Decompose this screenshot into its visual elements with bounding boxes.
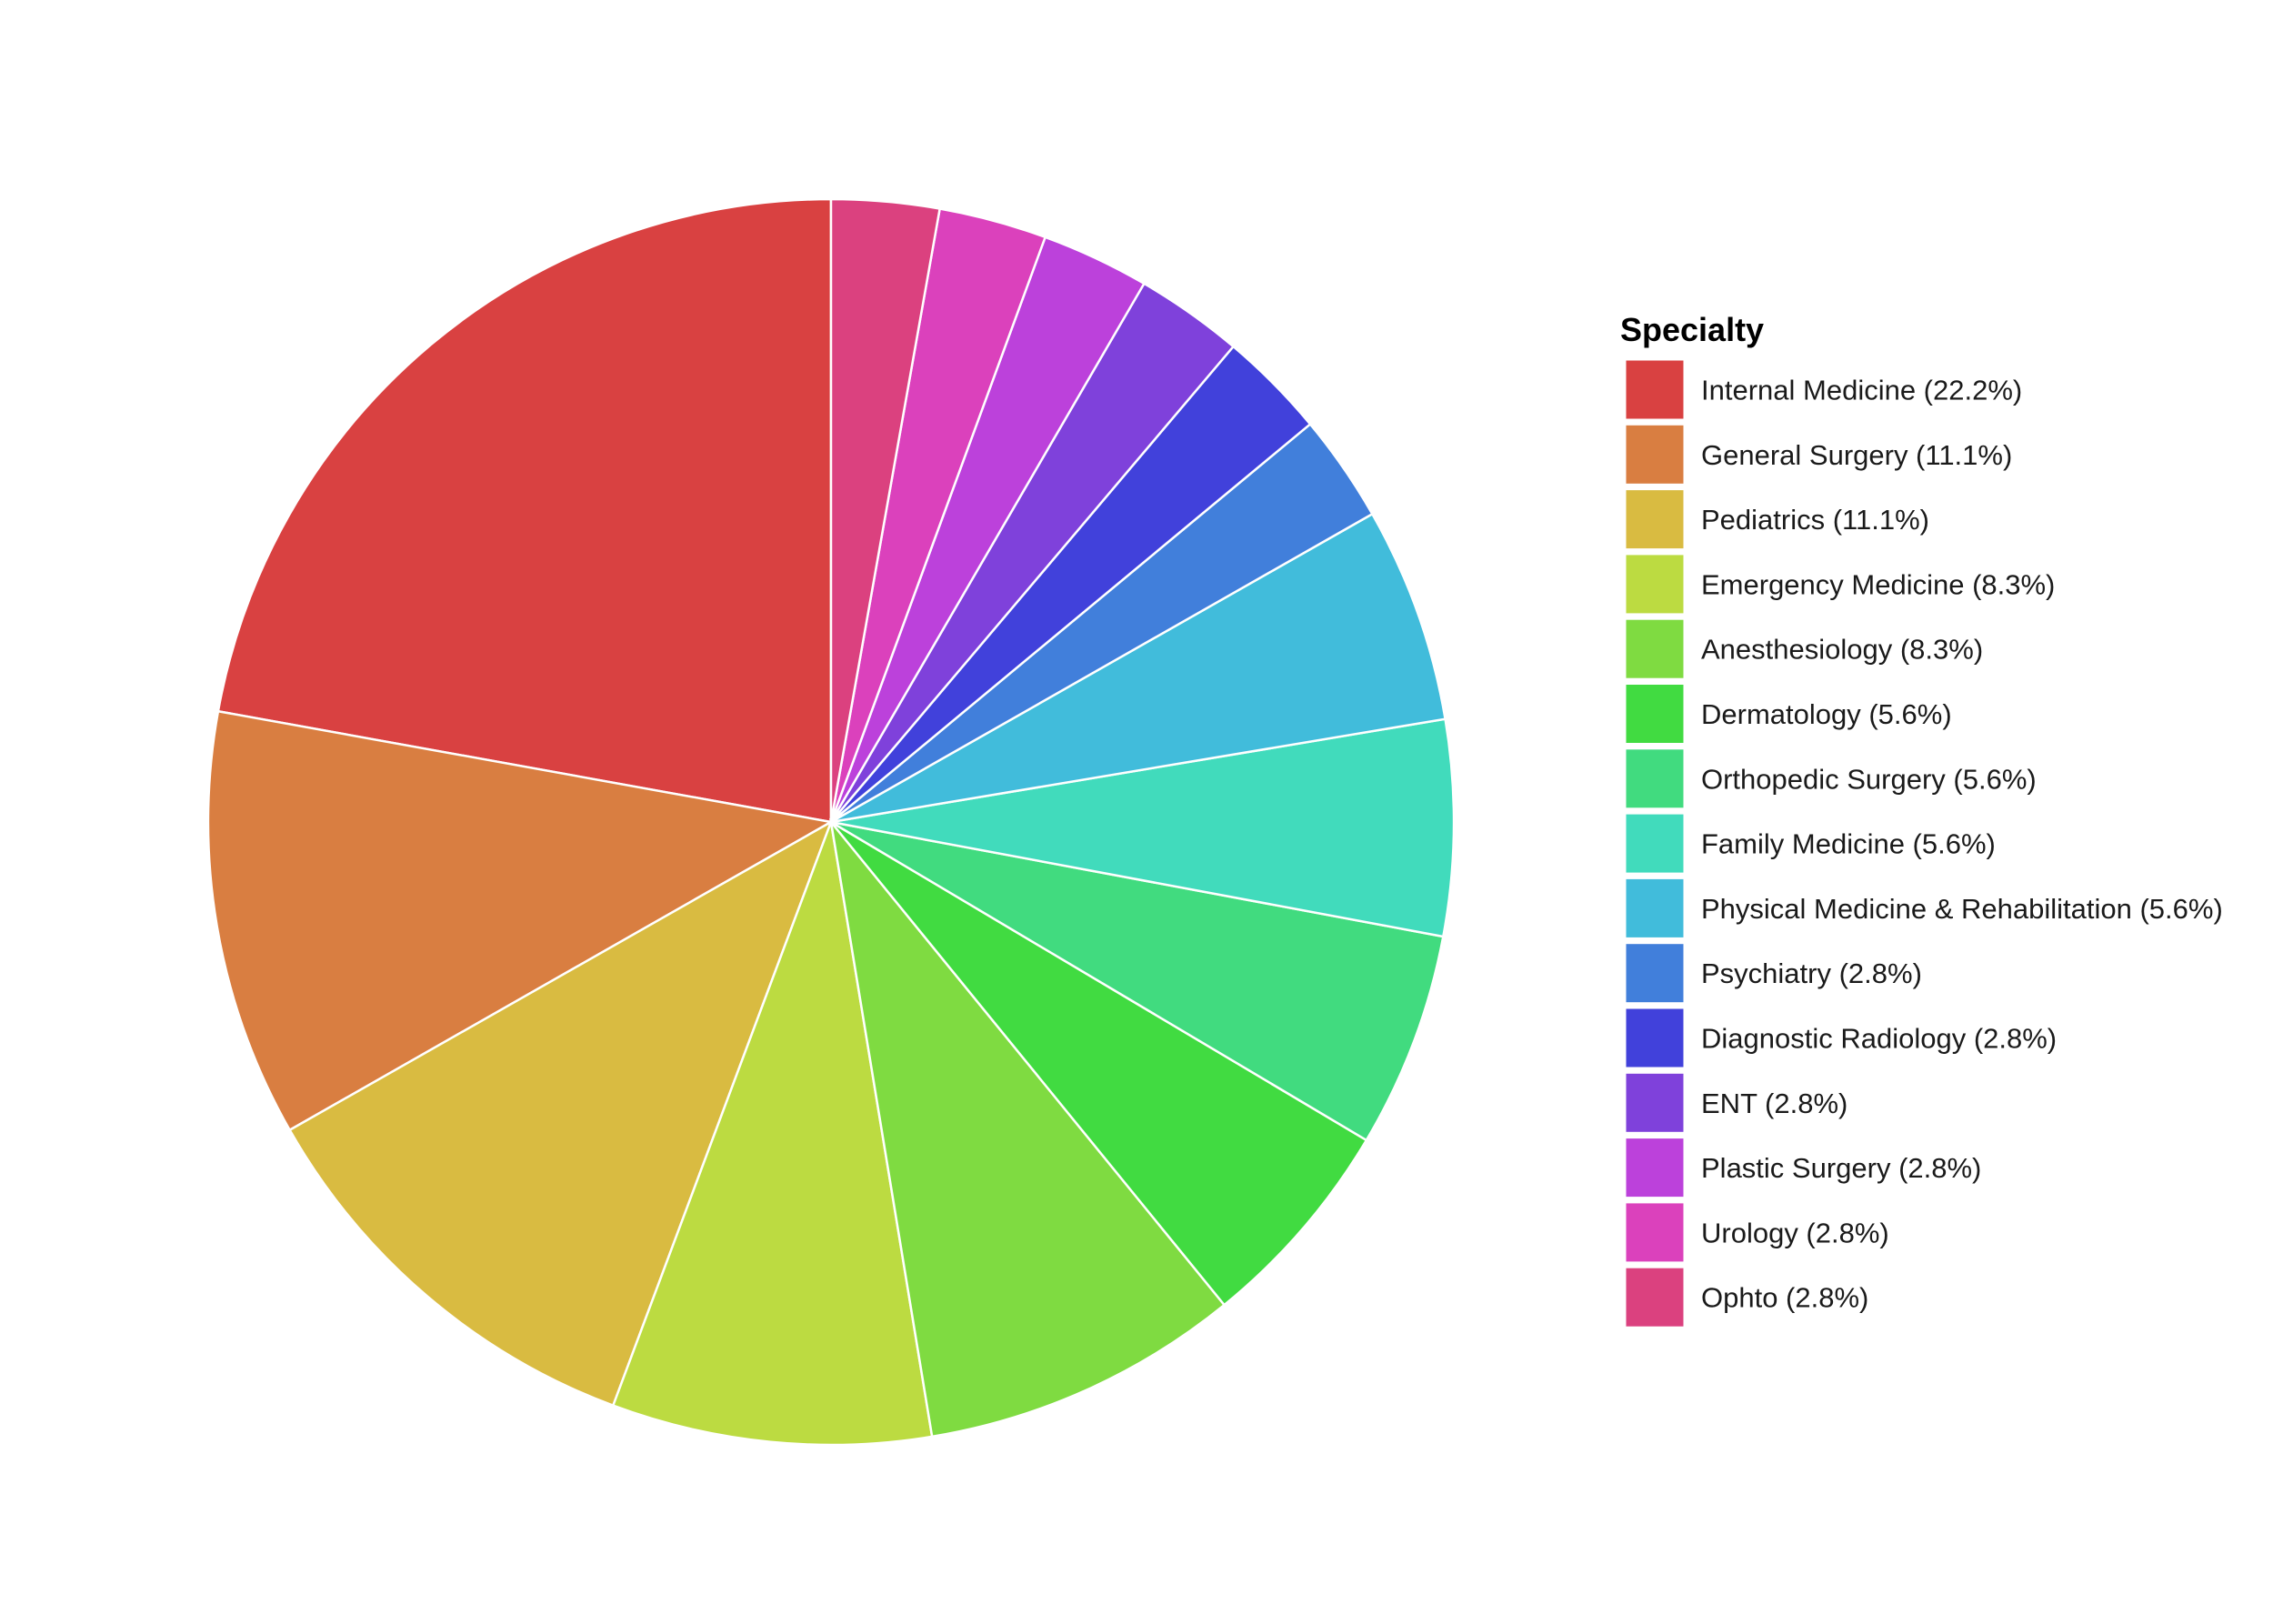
legend-label: Emergency Medicine (8.3%) [1701, 568, 2055, 600]
legend-item-pediatrics: Pediatrics (11.1%) [1623, 487, 1929, 552]
legend-label: Psychiatry (2.8%) [1701, 957, 1922, 989]
legend-label: Urology (2.8%) [1701, 1217, 1889, 1248]
legend-label: Dermatology (5.6%) [1701, 698, 1952, 730]
legend-item-orthopedic-surgery: Orthopedic Surgery (5.6%) [1623, 747, 2037, 811]
legend-item-ophto: Ophto (2.8%) [1623, 1265, 1868, 1329]
legend-label: Anesthesiology (8.3%) [1701, 634, 1983, 666]
legend-item-ent: ENT (2.8%) [1623, 1070, 1847, 1135]
legend-label: Ophto (2.8%) [1701, 1282, 1868, 1314]
legend-swatch [1623, 811, 1687, 876]
legend-swatch [1623, 876, 1687, 940]
legend-item-psychiatry: Psychiatry (2.8%) [1623, 941, 1922, 1006]
legend-swatch [1623, 682, 1687, 746]
legend-item-emergency-medicine: Emergency Medicine (8.3%) [1623, 552, 2055, 617]
legend-swatch [1623, 1006, 1687, 1070]
legend-item-general-surgery: General Surgery (11.1%) [1623, 422, 2012, 486]
legend-swatch [1623, 617, 1687, 681]
legend-swatch [1623, 941, 1687, 1006]
legend-swatch [1623, 487, 1687, 552]
legend-item-physical-medicine-and-rehabilitation: Physical Medicine & Rehabilitation (5.6%… [1623, 876, 2223, 940]
legend-item-internal-medicine: Internal Medicine (22.2%) [1623, 357, 2022, 422]
legend-label: Internal Medicine (22.2%) [1701, 375, 2022, 406]
legend-swatch [1623, 1200, 1687, 1265]
pie-slice-ophto [829, 197, 942, 823]
legend-swatch [1623, 747, 1687, 811]
pie [206, 197, 1456, 1447]
legend-label: ENT (2.8%) [1701, 1088, 1847, 1119]
legend-label: Orthopedic Surgery (5.6%) [1701, 763, 2037, 795]
legend-item-anesthesiology: Anesthesiology (8.3%) [1623, 617, 1983, 681]
pie-slice-family-medicine [830, 717, 1456, 938]
legend-label: Pediatrics (11.1%) [1701, 504, 1929, 536]
legend-item-family-medicine: Family Medicine (5.6%) [1623, 811, 1996, 876]
legend-swatch [1623, 1265, 1687, 1329]
pie-slice-anesthesiology [829, 817, 1227, 1439]
pie-slice-emergency-medicine [611, 817, 934, 1447]
legend-label: Diagnostic Radiology (2.8%) [1701, 1023, 2057, 1055]
pie-slice-dermatology [830, 820, 1368, 1307]
legend-label: General Surgery (11.1%) [1701, 439, 2012, 471]
legend-swatch [1623, 1070, 1687, 1135]
legend-swatch [1623, 422, 1687, 486]
legend-title: Specialty [1620, 311, 1764, 348]
pie-slice-orthopedic-surgery [830, 820, 1445, 1142]
legend-swatch [1623, 357, 1687, 422]
pie-slice-physical-medicine-and-rehabilitation [830, 512, 1447, 824]
pie-slice-internal-medicine [216, 197, 833, 824]
legend-swatch [1623, 552, 1687, 617]
legend-item-diagnostic-radiology: Diagnostic Radiology (2.8%) [1623, 1006, 2057, 1070]
legend-label: Family Medicine (5.6%) [1701, 828, 1996, 860]
legend-item-plastic-surgery: Plastic Surgery (2.8%) [1623, 1136, 1981, 1200]
legend-item-dermatology: Dermatology (5.6%) [1623, 682, 1952, 746]
legend-swatch [1623, 1136, 1687, 1200]
legend-label: Physical Medicine & Rehabilitation (5.6%… [1701, 893, 2223, 925]
legend: Specialty Internal Medicine (22.2%) Gener… [1620, 311, 2223, 1329]
pie-slice-general-surgery [206, 709, 835, 1132]
legend-label: Plastic Surgery (2.8%) [1701, 1152, 1981, 1184]
legend-item-urology: Urology (2.8%) [1623, 1200, 1889, 1265]
legend-items: Internal Medicine (22.2%) General Surgery… [1623, 357, 2223, 1329]
pie-slice-pediatrics [287, 819, 834, 1408]
